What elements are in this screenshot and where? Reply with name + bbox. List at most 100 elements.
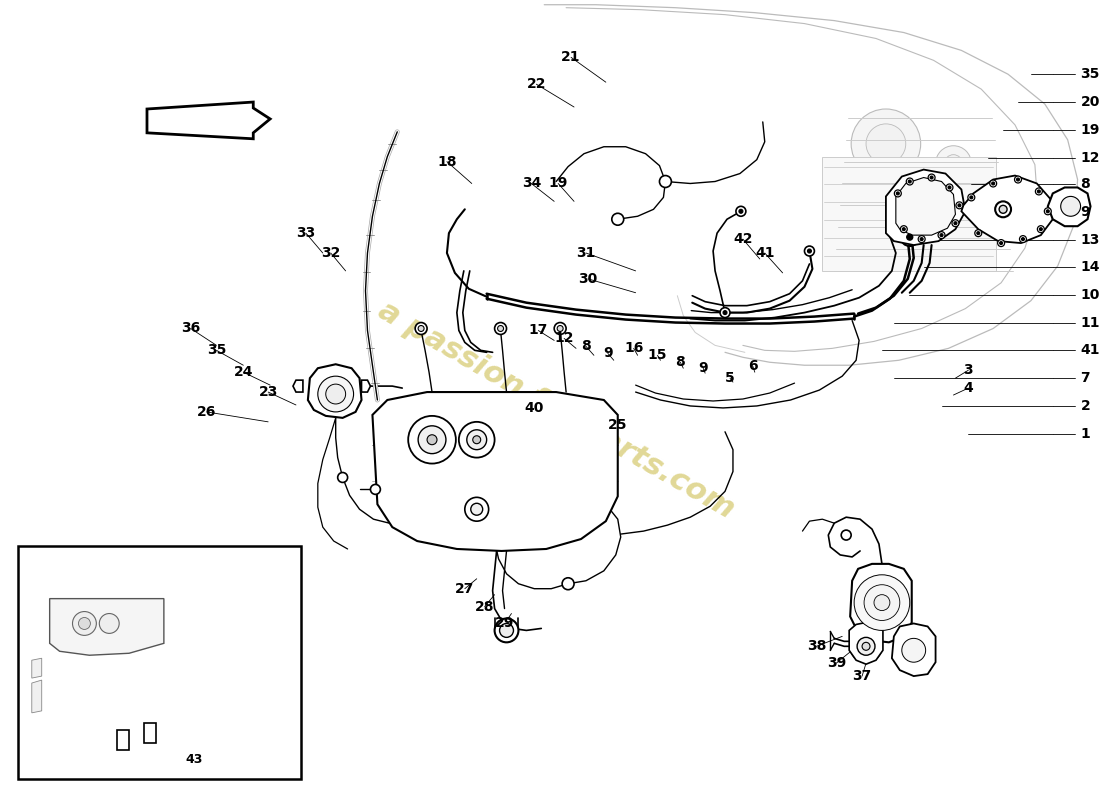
Text: 33: 33 [296,226,316,240]
Polygon shape [849,622,883,664]
Circle shape [660,175,671,187]
Text: 29: 29 [495,617,514,630]
Polygon shape [308,364,362,418]
Circle shape [1022,238,1024,241]
Circle shape [954,222,957,225]
Polygon shape [892,623,936,676]
Text: 35: 35 [207,343,227,358]
Circle shape [909,180,911,183]
Circle shape [990,180,997,187]
Circle shape [968,194,975,201]
Circle shape [857,638,874,655]
Circle shape [940,234,943,237]
Text: 38: 38 [806,639,826,654]
Text: 42: 42 [733,232,752,246]
Polygon shape [50,598,164,655]
Circle shape [918,236,925,242]
Text: 19: 19 [1080,123,1100,137]
Text: 41: 41 [755,246,774,260]
Text: 12: 12 [554,331,574,346]
Circle shape [720,308,730,318]
Polygon shape [362,380,371,392]
Circle shape [975,230,982,237]
Circle shape [894,190,901,197]
Text: 8: 8 [581,339,591,354]
Text: 9: 9 [1080,206,1090,219]
Circle shape [418,426,446,454]
Polygon shape [895,178,956,235]
Circle shape [1037,226,1044,233]
Circle shape [466,430,486,450]
Circle shape [473,436,481,444]
Polygon shape [886,170,966,245]
Text: 9: 9 [698,362,708,375]
Text: 11: 11 [1080,315,1100,330]
Circle shape [1040,228,1043,230]
Circle shape [956,202,962,209]
Text: 39: 39 [826,656,846,670]
Circle shape [1020,236,1026,242]
Circle shape [946,184,953,191]
Text: 32: 32 [321,246,340,260]
Circle shape [338,473,348,482]
Text: 24: 24 [233,365,253,379]
Text: 10: 10 [1080,288,1100,302]
Text: 30: 30 [579,272,597,286]
Text: 7: 7 [1080,371,1090,385]
Text: a passion for parts.com: a passion for parts.com [373,296,739,524]
Circle shape [723,310,727,314]
Polygon shape [373,392,618,551]
Polygon shape [32,680,42,713]
Text: 43: 43 [185,753,202,766]
Circle shape [992,182,994,185]
Circle shape [842,530,851,540]
Circle shape [851,109,921,178]
Circle shape [804,246,814,256]
Circle shape [945,154,962,173]
Polygon shape [293,380,303,392]
Circle shape [807,249,812,253]
Circle shape [999,206,1008,214]
Circle shape [936,146,971,182]
Text: 8: 8 [675,355,685,370]
Circle shape [896,192,900,195]
Circle shape [495,322,506,334]
Circle shape [554,322,566,334]
Circle shape [427,434,437,445]
Text: 28: 28 [475,599,494,614]
Circle shape [970,196,972,199]
Circle shape [902,638,925,662]
Circle shape [958,204,961,207]
Circle shape [862,642,870,650]
Text: 14: 14 [1080,260,1100,274]
Polygon shape [147,102,271,138]
Circle shape [952,220,959,226]
Polygon shape [118,730,129,750]
Polygon shape [32,658,42,678]
Circle shape [736,206,746,216]
Text: 5: 5 [725,371,735,385]
Text: 9: 9 [603,346,613,360]
Circle shape [931,176,933,179]
Text: 15: 15 [648,348,668,362]
Circle shape [471,503,483,515]
Circle shape [73,611,97,635]
Circle shape [977,232,980,234]
Circle shape [906,234,913,240]
Text: 27: 27 [455,582,474,596]
Text: 40: 40 [525,401,544,415]
Bar [823,157,997,271]
Circle shape [928,174,935,181]
Circle shape [326,384,345,404]
Text: 41: 41 [1080,343,1100,358]
Text: 37: 37 [852,669,871,683]
Text: 25: 25 [608,418,627,432]
Circle shape [497,326,504,331]
Text: 17: 17 [529,323,548,338]
Circle shape [938,232,945,238]
Circle shape [1060,196,1080,216]
Circle shape [1035,188,1043,195]
Circle shape [906,178,913,185]
Text: 34: 34 [521,177,541,190]
Text: 26: 26 [197,405,217,419]
